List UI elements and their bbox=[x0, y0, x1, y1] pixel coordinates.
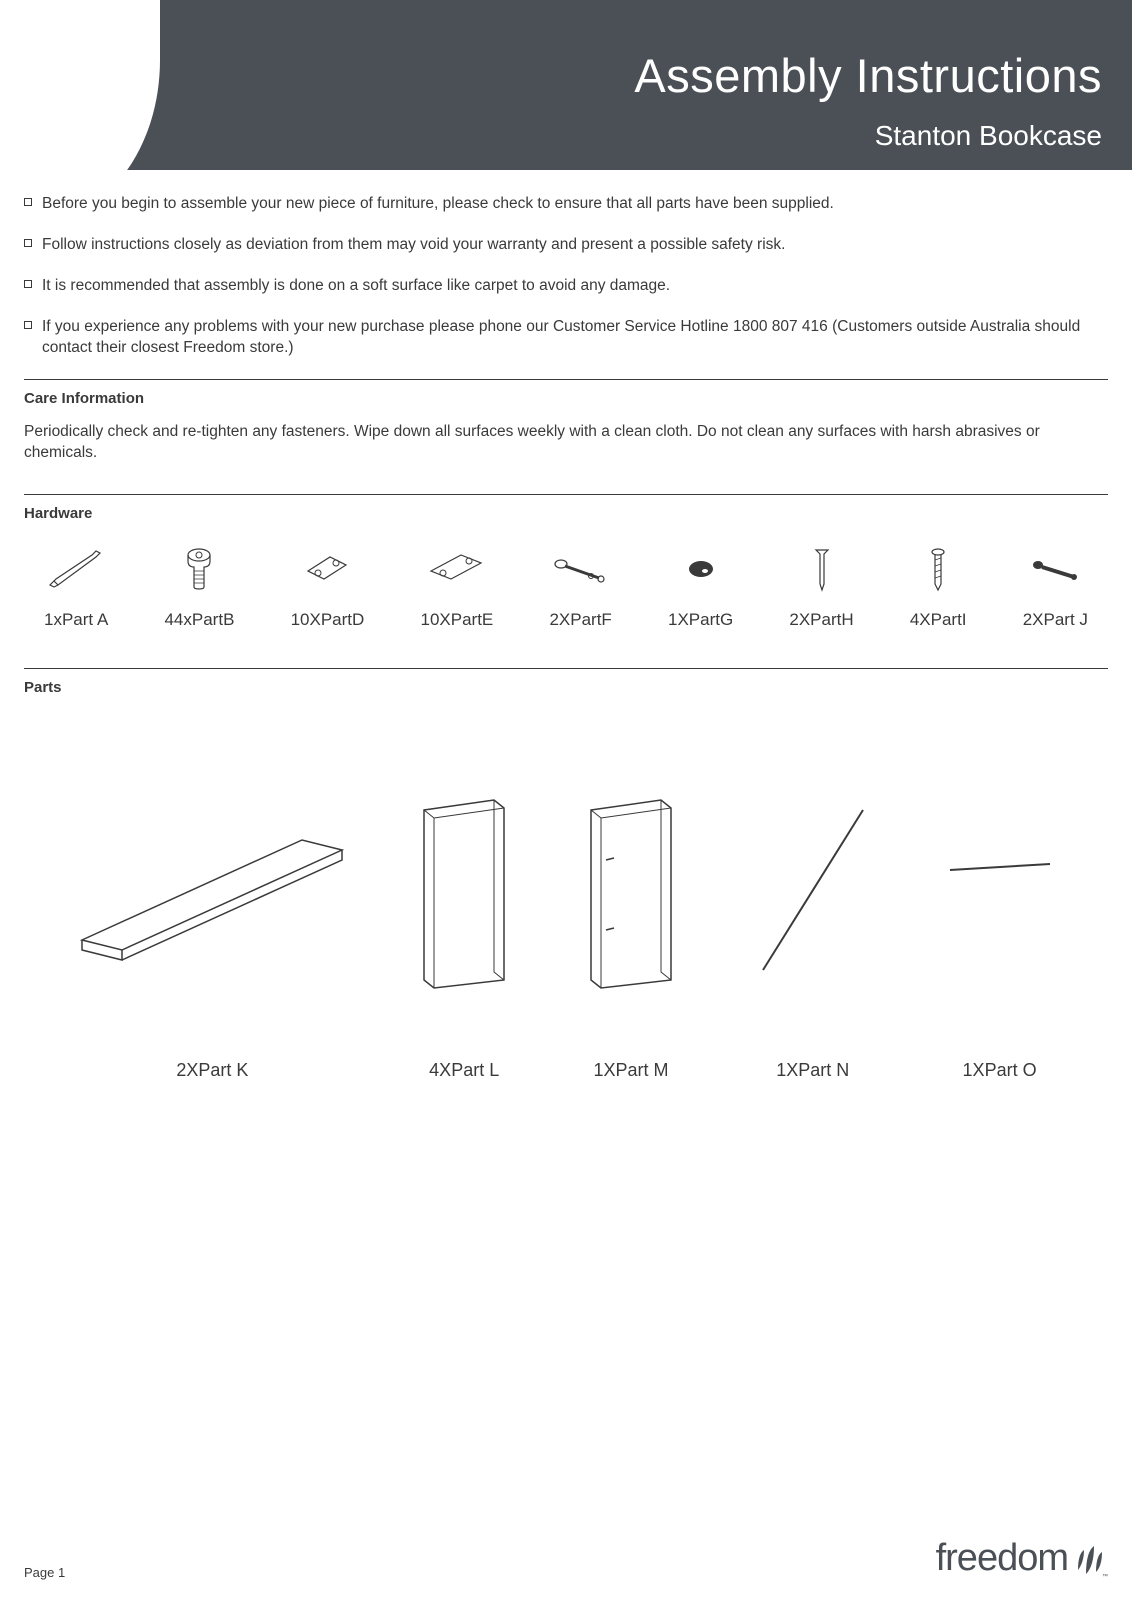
bullet-icon bbox=[24, 198, 32, 206]
doc-title: Assembly Instructions bbox=[634, 48, 1102, 103]
bracket-small-icon bbox=[302, 546, 352, 592]
instruction-text: Follow instructions closely as deviation… bbox=[42, 235, 785, 256]
care-title: Care Information bbox=[24, 390, 1108, 407]
part-item-o: 1XPart O bbox=[940, 770, 1060, 1081]
hardware-row: 1xPart A 44xPartB 10XPartD 10XPartE 2XPa… bbox=[24, 536, 1108, 650]
hardware-item-e: 10XPartE bbox=[420, 546, 493, 630]
hardware-item-b: 44xPartB bbox=[164, 546, 234, 630]
hardware-title: Hardware bbox=[24, 505, 1108, 522]
cap-icon bbox=[686, 546, 716, 592]
instruction-item: If you experience any problems with your… bbox=[24, 317, 1108, 359]
part-label: 2XPart K bbox=[176, 1060, 248, 1081]
instruction-text: Before you begin to assemble your new pi… bbox=[42, 194, 834, 215]
rod-icon bbox=[743, 770, 883, 1010]
plank-long-icon bbox=[72, 770, 352, 1010]
bolt-long-icon bbox=[551, 546, 611, 592]
doc-subtitle: Stanton Bookcase bbox=[875, 120, 1102, 152]
part-item-l: 4XPart L bbox=[409, 770, 519, 1081]
bar-short-icon bbox=[940, 770, 1060, 1010]
hardware-item-f: 2XPartF bbox=[549, 546, 611, 630]
hardware-label: 44xPartB bbox=[164, 610, 234, 630]
panel-holes-icon bbox=[576, 770, 686, 1010]
part-label: 1XPart M bbox=[593, 1060, 668, 1081]
hardware-label: 2XPartF bbox=[549, 610, 611, 630]
divider bbox=[24, 668, 1108, 669]
hardware-label: 10XPartE bbox=[420, 610, 493, 630]
hardware-item-a: 1xPart A bbox=[44, 546, 108, 630]
brand-mark-icon: ™ bbox=[1070, 1542, 1108, 1580]
screw-round-icon bbox=[928, 546, 948, 592]
header-banner: Assembly Instructions Stanton Bookcase bbox=[0, 0, 1132, 170]
parts-row: 2XPart K 4XPart L 1XPart M 1XPart N 1XPa… bbox=[24, 710, 1108, 1081]
brand-logo: freedom ™ bbox=[936, 1537, 1108, 1580]
hardware-label: 1XPartG bbox=[668, 610, 733, 630]
screw-flat-icon bbox=[812, 546, 832, 592]
bullet-icon bbox=[24, 239, 32, 247]
instruction-text: If you experience any problems with your… bbox=[42, 317, 1108, 359]
care-text: Periodically check and re-tighten any fa… bbox=[24, 421, 1108, 464]
part-item-m: 1XPart M bbox=[576, 770, 686, 1081]
hardware-label: 2XPartH bbox=[789, 610, 853, 630]
svg-text:™: ™ bbox=[1102, 1573, 1108, 1580]
hardware-item-j: 2XPart J bbox=[1023, 546, 1088, 630]
part-label: 4XPart L bbox=[429, 1060, 499, 1081]
hardware-label: 4XPartI bbox=[910, 610, 967, 630]
hardware-label: 10XPartD bbox=[291, 610, 365, 630]
bracket-large-icon bbox=[427, 546, 487, 592]
header-curve bbox=[0, 0, 160, 170]
instruction-item: Before you begin to assemble your new pi… bbox=[24, 194, 1108, 215]
part-label: 1XPart N bbox=[776, 1060, 849, 1081]
bullet-icon bbox=[24, 321, 32, 329]
instruction-item: It is recommended that assembly is done … bbox=[24, 276, 1108, 297]
divider bbox=[24, 379, 1108, 380]
allen-key-icon bbox=[46, 546, 106, 592]
part-item-n: 1XPart N bbox=[743, 770, 883, 1081]
divider bbox=[24, 494, 1108, 495]
instructions-list: Before you begin to assemble your new pi… bbox=[24, 194, 1108, 359]
panel-tall-icon bbox=[409, 770, 519, 1010]
bullet-icon bbox=[24, 280, 32, 288]
parts-title: Parts bbox=[24, 679, 1108, 696]
hardware-label: 2XPart J bbox=[1023, 610, 1088, 630]
hardware-item-g: 1XPartG bbox=[668, 546, 733, 630]
hardware-item-h: 2XPartH bbox=[789, 546, 853, 630]
dowel-screw-icon bbox=[1030, 546, 1080, 592]
hardware-item-d: 10XPartD bbox=[291, 546, 365, 630]
hardware-item-i: 4XPartI bbox=[910, 546, 967, 630]
cam-lock-icon bbox=[181, 546, 217, 592]
hardware-label: 1xPart A bbox=[44, 610, 108, 630]
instruction-text: It is recommended that assembly is done … bbox=[42, 276, 670, 297]
part-label: 1XPart O bbox=[963, 1060, 1037, 1081]
brand-text: freedom bbox=[936, 1537, 1068, 1580]
instruction-item: Follow instructions closely as deviation… bbox=[24, 235, 1108, 256]
part-item-k: 2XPart K bbox=[72, 770, 352, 1081]
footer: Page 1 freedom ™ bbox=[24, 1537, 1108, 1580]
page-number: Page 1 bbox=[24, 1565, 65, 1580]
